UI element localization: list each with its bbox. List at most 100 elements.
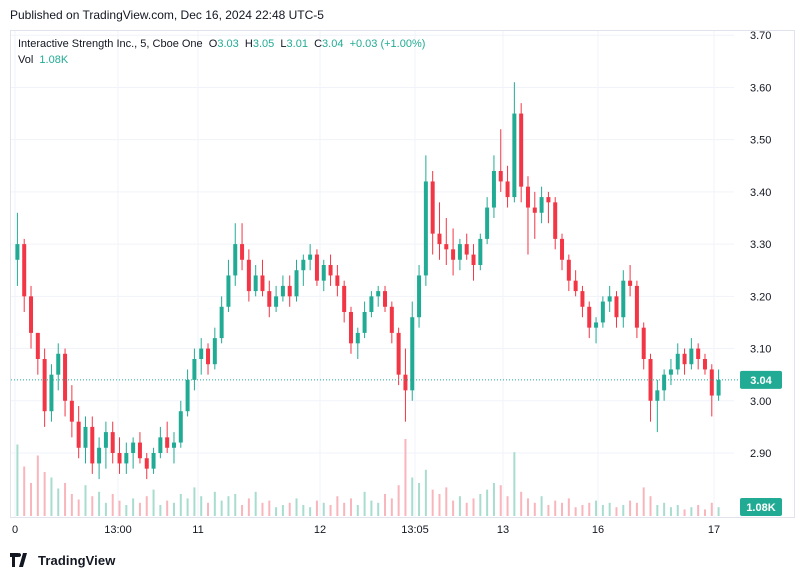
candle-body[interactable]: [219, 306, 224, 339]
candle-body[interactable]: [233, 244, 238, 276]
candle-body[interactable]: [512, 113, 517, 198]
candle-body[interactable]: [410, 317, 415, 391]
candle-body[interactable]: [199, 348, 204, 359]
candle-body[interactable]: [165, 437, 170, 448]
candle-body[interactable]: [246, 259, 251, 292]
candle-body[interactable]: [560, 238, 565, 260]
candle-body[interactable]: [301, 259, 306, 271]
candle-body[interactable]: [15, 244, 20, 260]
candle-body[interactable]: [308, 254, 313, 260]
candle-body[interactable]: [478, 238, 483, 265]
candle-body[interactable]: [389, 306, 394, 333]
candle-body[interactable]: [192, 359, 197, 380]
candle-body[interactable]: [335, 275, 340, 286]
candle-body[interactable]: [444, 244, 449, 250]
candle-body[interactable]: [42, 359, 47, 412]
candle-body[interactable]: [539, 197, 544, 213]
candle-body[interactable]: [532, 207, 537, 213]
candle-body[interactable]: [287, 285, 292, 297]
candle-body[interactable]: [471, 254, 476, 265]
candle-body[interactable]: [655, 390, 660, 401]
candle-body[interactable]: [124, 453, 129, 464]
candle-body[interactable]: [396, 332, 401, 375]
candle-body[interactable]: [240, 244, 245, 260]
candle-body[interactable]: [185, 379, 190, 412]
candle-body[interactable]: [709, 369, 714, 396]
candle-body[interactable]: [314, 254, 319, 281]
candle-body[interactable]: [675, 353, 680, 370]
candle-body[interactable]: [566, 259, 571, 281]
candle-body[interactable]: [464, 244, 469, 255]
candle-body[interactable]: [369, 296, 374, 312]
candle-body[interactable]: [430, 181, 435, 234]
candle-body[interactable]: [573, 280, 578, 292]
candle-body[interactable]: [702, 359, 707, 370]
candle-body[interactable]: [69, 400, 74, 422]
symbol-name[interactable]: Interactive Strength Inc., 5, Cboe One: [18, 38, 203, 50]
candle-body[interactable]: [662, 374, 667, 391]
candle-body[interactable]: [144, 458, 149, 469]
chart-frame[interactable]: [10, 30, 795, 518]
candle-body[interactable]: [614, 296, 619, 318]
candle-body[interactable]: [83, 426, 88, 448]
candle-body[interactable]: [716, 379, 721, 396]
candle-body[interactable]: [226, 275, 231, 307]
candle-body[interactable]: [696, 348, 701, 359]
candle-body[interactable]: [158, 437, 163, 453]
candle-body[interactable]: [505, 181, 510, 198]
candle-body[interactable]: [178, 411, 183, 443]
candle-body[interactable]: [403, 374, 408, 391]
candle-body[interactable]: [63, 353, 68, 401]
candle-body[interactable]: [628, 280, 633, 286]
candle-body[interactable]: [328, 265, 333, 276]
candle-body[interactable]: [171, 442, 176, 448]
candle-body[interactable]: [131, 442, 136, 453]
candle-body[interactable]: [383, 291, 388, 307]
candle-body[interactable]: [525, 186, 530, 208]
candle-body[interactable]: [29, 296, 34, 333]
candle-body[interactable]: [553, 202, 558, 239]
candle-body[interactable]: [321, 265, 326, 281]
candle-body[interactable]: [376, 291, 381, 297]
candle-body[interactable]: [280, 285, 285, 297]
candle-body[interactable]: [267, 291, 272, 307]
candle-body[interactable]: [294, 270, 299, 297]
candle-body[interactable]: [90, 426, 95, 464]
candle-body[interactable]: [362, 312, 367, 333]
candle-body[interactable]: [137, 442, 142, 459]
candle-body[interactable]: [35, 332, 40, 359]
candle-body[interactable]: [417, 275, 422, 318]
candle-body[interactable]: [634, 285, 639, 328]
candle-body[interactable]: [110, 432, 115, 453]
candle-body[interactable]: [103, 432, 108, 448]
candle-body[interactable]: [253, 275, 258, 292]
candle-body[interactable]: [491, 171, 496, 208]
candle-body[interactable]: [519, 113, 524, 187]
candle-body[interactable]: [668, 369, 673, 375]
candle-body[interactable]: [342, 285, 347, 312]
candle-body[interactable]: [151, 453, 156, 469]
candle-body[interactable]: [355, 332, 360, 344]
candle-body[interactable]: [451, 249, 456, 260]
candle-body[interactable]: [580, 291, 585, 307]
candle-body[interactable]: [689, 348, 694, 365]
candle-body[interactable]: [56, 353, 61, 375]
candle-body[interactable]: [206, 348, 211, 365]
candle-body[interactable]: [457, 244, 462, 260]
candle-body[interactable]: [49, 374, 54, 412]
candle-body[interactable]: [117, 453, 122, 464]
candle-body[interactable]: [641, 327, 646, 359]
candle-body[interactable]: [212, 338, 217, 365]
candle-body[interactable]: [260, 275, 265, 292]
candle-body[interactable]: [594, 322, 599, 328]
candle-body[interactable]: [485, 207, 490, 239]
tradingview-brand[interactable]: TradingView: [38, 552, 116, 568]
candle-body[interactable]: [423, 181, 428, 276]
candle-body[interactable]: [437, 233, 442, 245]
candle-body[interactable]: [587, 306, 592, 328]
candle-body[interactable]: [76, 421, 81, 448]
candle-body[interactable]: [600, 301, 605, 323]
candle-body[interactable]: [607, 296, 612, 302]
candle-body[interactable]: [546, 197, 551, 203]
